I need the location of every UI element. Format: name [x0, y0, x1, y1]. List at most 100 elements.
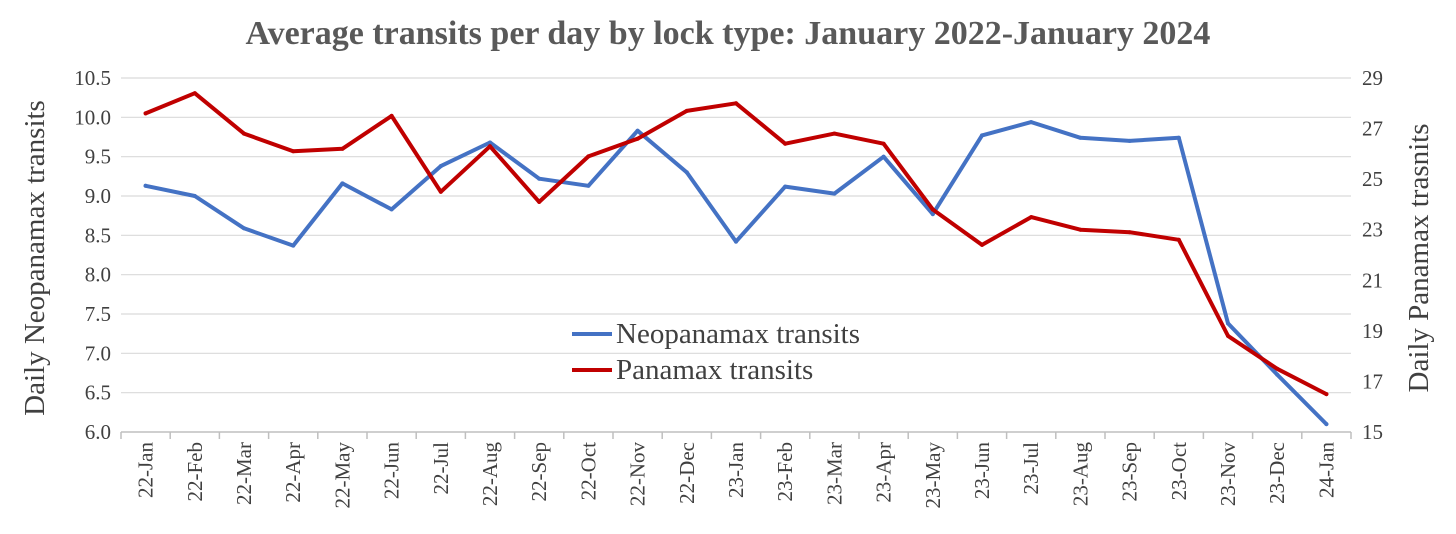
- data-point: [192, 194, 197, 198]
- x-tick-marks: [120, 432, 1352, 439]
- data-point: [930, 207, 935, 212]
- x-tick-label: 22-Aug: [478, 442, 502, 507]
- x-tick-label: 22-Mar: [232, 442, 256, 505]
- data-point: [389, 113, 394, 118]
- data-point: [1324, 392, 1329, 397]
- data-point: [242, 226, 246, 231]
- data-point: [1176, 237, 1181, 242]
- data-point: [340, 181, 345, 186]
- gridlines: [121, 77, 1351, 394]
- x-tick-label: 23-Feb: [773, 442, 797, 502]
- data-point: [1176, 135, 1181, 140]
- data-point: [684, 170, 689, 175]
- data-point: [832, 191, 837, 196]
- x-tick-label: 22-Apr: [281, 442, 305, 503]
- x-tick-label: 22-May: [330, 442, 354, 509]
- data-point: [1029, 215, 1034, 220]
- y2-tick-label: 25: [1362, 167, 1383, 191]
- x-tick-label: 22-Dec: [675, 442, 699, 504]
- series-panamax: [143, 91, 1329, 397]
- data-point: [1078, 135, 1083, 140]
- legend-label-panamax: Panamax transits: [616, 354, 813, 386]
- data-point: [635, 136, 640, 141]
- data-point: [389, 207, 394, 212]
- data-point: [783, 184, 788, 189]
- x-tick-label: 23-Dec: [1265, 442, 1289, 504]
- y-tick-label: 6.5: [85, 381, 111, 405]
- data-point: [537, 199, 542, 204]
- x-axis-ticks: 22-Jan 22-Feb 22-Mar 22-Apr 22-May 22-Jun 22-J…: [134, 442, 1339, 509]
- data-point: [832, 131, 837, 136]
- data-point: [734, 101, 738, 106]
- data-point: [1078, 227, 1083, 232]
- data-point: [438, 164, 443, 169]
- data-point: [340, 146, 345, 151]
- data-point: [537, 176, 542, 181]
- x-tick-label: 23-Jan: [724, 442, 748, 498]
- y2-axis-ticks: 15 17 19 21 23 25 27 29: [1362, 66, 1383, 444]
- x-tick-label: 22-Jul: [429, 442, 453, 495]
- x-tick-label: 23-Jun: [970, 442, 994, 500]
- y2-tick-label: 29: [1362, 66, 1383, 90]
- chart-title: Average transits per day by lock type: J…: [246, 15, 1211, 52]
- data-point: [1029, 120, 1034, 125]
- x-tick-label: 23-Sep: [1118, 442, 1142, 502]
- x-tick-label: 22-Jun: [380, 442, 404, 500]
- y-tick-label: 10.5: [74, 66, 111, 90]
- series-lines: [143, 91, 1329, 427]
- legend-label-neopanamax: Neopanamax transits: [616, 318, 860, 350]
- x-tick-label: 23-Jul: [1019, 442, 1043, 495]
- x-tick-label: 22-Oct: [576, 442, 600, 500]
- y2-axis-label: Daily Panamax trasnits: [1403, 123, 1435, 392]
- y-tick-label: 7.5: [85, 302, 111, 326]
- data-point: [438, 189, 443, 194]
- data-point: [291, 149, 296, 154]
- x-tick-label: 23-Nov: [1216, 442, 1240, 507]
- data-point: [783, 141, 788, 146]
- data-point: [980, 242, 984, 247]
- data-point: [881, 141, 886, 146]
- data-point: [291, 243, 296, 248]
- data-point: [1127, 138, 1132, 143]
- x-tick-label: 23-Apr: [872, 442, 896, 503]
- data-point: [1127, 230, 1132, 235]
- data-point: [192, 91, 197, 96]
- x-tick-label: 22-Sep: [527, 442, 551, 502]
- y-tick-label: 9.0: [85, 184, 111, 208]
- data-point: [684, 108, 689, 113]
- data-point: [488, 140, 492, 145]
- series-neopanamax: [143, 120, 1329, 427]
- y-tick-label: 7.0: [85, 341, 111, 365]
- data-point: [1275, 372, 1280, 377]
- x-tick-label: 23-Mar: [822, 442, 846, 505]
- data-point: [488, 144, 492, 149]
- data-point: [635, 128, 640, 133]
- y-tick-label: 8.0: [85, 263, 111, 287]
- data-point: [143, 183, 148, 188]
- x-tick-label: 22-Nov: [626, 442, 650, 507]
- y2-tick-label: 23: [1362, 218, 1383, 242]
- y-tick-label: 8.5: [85, 223, 111, 247]
- data-point: [881, 154, 886, 159]
- x-tick-label: 22-Jan: [134, 442, 158, 498]
- y2-tick-label: 21: [1362, 268, 1383, 292]
- y-axis-ticks: 6.0 6.5 7.0 7.5 8.0 8.5 9.0 9.5 10.0 10.5: [74, 66, 111, 444]
- y-tick-label: 9.5: [85, 145, 111, 169]
- y2-tick-label: 27: [1362, 117, 1383, 141]
- x-tick-label: 23-Oct: [1167, 442, 1191, 500]
- data-point: [1324, 422, 1329, 427]
- y2-tick-label: 19: [1362, 319, 1383, 343]
- data-point: [734, 239, 738, 244]
- x-tick-label: 23-Aug: [1068, 442, 1092, 507]
- x-tick-label: 23-May: [921, 442, 945, 509]
- data-point: [586, 154, 591, 159]
- y-tick-label: 6.0: [85, 420, 111, 444]
- y-tick-label: 10.0: [74, 105, 111, 129]
- data-point: [1226, 333, 1230, 338]
- data-point: [586, 183, 591, 188]
- x-tick-label: 24-Jan: [1314, 442, 1338, 498]
- legend: Neopanamax transits Panamax transits: [572, 318, 860, 386]
- data-point: [242, 131, 246, 136]
- y2-tick-label: 17: [1362, 369, 1383, 393]
